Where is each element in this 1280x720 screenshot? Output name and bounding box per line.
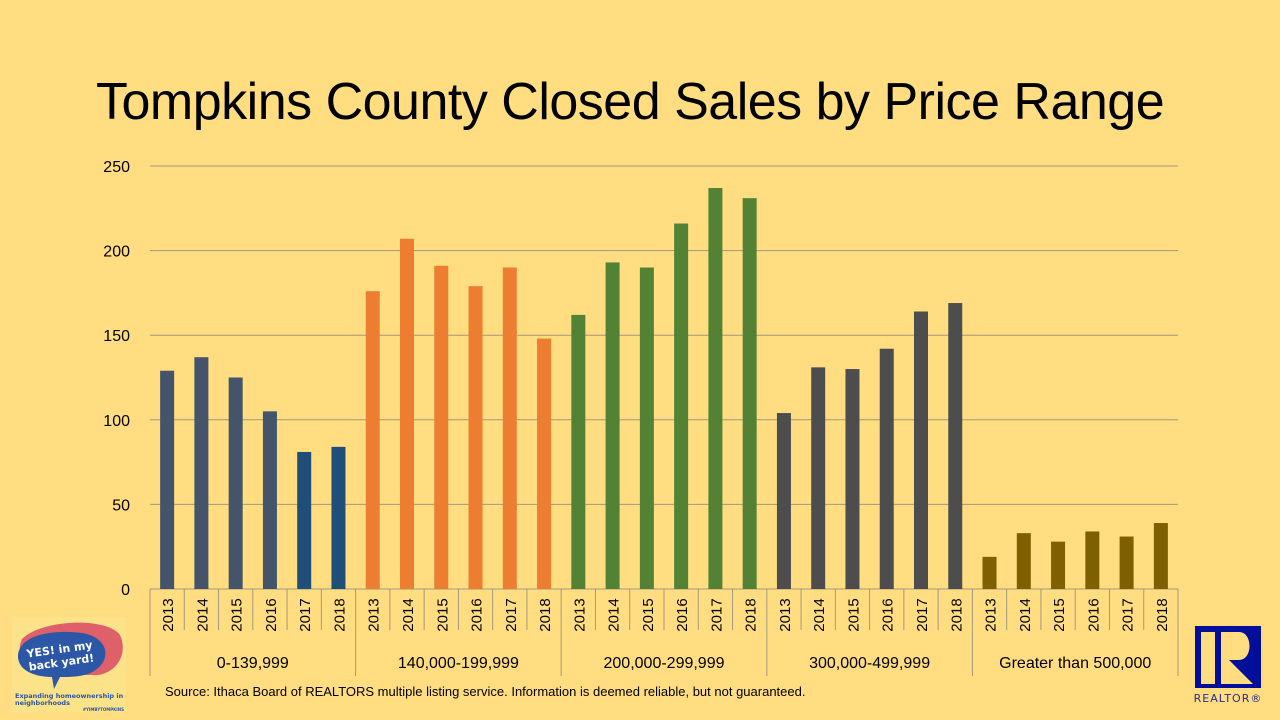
bar [845, 369, 860, 589]
x-tick-label: 2014 [194, 598, 211, 631]
x-tick-label: 2017 [297, 598, 314, 631]
y-tick-label: 150 [103, 328, 130, 345]
x-tick-label: 2013 [366, 598, 383, 631]
svg-text:REALTOR®: REALTOR® [1194, 692, 1263, 704]
bar [674, 223, 689, 589]
x-tick-label: 2017 [914, 598, 931, 631]
x-tick-label: 2016 [1085, 598, 1102, 631]
bar [1119, 536, 1134, 589]
x-tick-label: 2017 [708, 598, 725, 631]
bar [1016, 533, 1031, 589]
bar [331, 446, 346, 589]
x-tick-label: 2015 [845, 598, 862, 631]
bar [434, 265, 449, 589]
bar [1153, 523, 1168, 589]
yimby-logo: YES! in my back yard! Expanding homeowne… [12, 617, 126, 712]
x-tick-label: 2013 [160, 598, 177, 631]
chart-title: Tompkins County Closed Sales by Price Ra… [96, 73, 1165, 131]
bar [742, 198, 757, 589]
x-tick-label: 2014 [606, 598, 623, 631]
x-tick-label: 2014 [1017, 598, 1034, 631]
x-tick-label: 2015 [229, 598, 246, 631]
x-tick-label: 2016 [263, 598, 280, 631]
bar [1051, 541, 1066, 589]
svg-text:#YIMBYTOMPKINS: #YIMBYTOMPKINS [83, 707, 124, 712]
bar [194, 357, 209, 589]
x-tick-label: 2014 [811, 598, 828, 631]
group-label: 0-139,999 [217, 655, 289, 672]
bar [537, 338, 552, 589]
x-tick-label: 2016 [674, 598, 691, 631]
bar [365, 291, 380, 589]
bar [639, 267, 654, 589]
source-note: Source: Ithaca Board of REALTORS multipl… [165, 684, 806, 699]
bar [468, 286, 483, 589]
bar [160, 370, 175, 589]
x-tick-label: 2013 [571, 598, 588, 631]
bar [228, 377, 243, 589]
y-tick-label: 50 [112, 497, 130, 514]
x-tick-label: 2018 [743, 598, 760, 631]
group-label: 200,000-299,999 [604, 655, 725, 672]
x-tick-label: 2017 [1120, 598, 1137, 631]
bar [400, 238, 414, 590]
bar [879, 348, 894, 589]
bar [1085, 531, 1100, 589]
x-tick-label: 2015 [640, 598, 657, 631]
x-tick-label: 2017 [503, 598, 520, 631]
x-tick-label: 2013 [983, 598, 1000, 631]
bar [502, 267, 517, 589]
x-tick-label: 2014 [400, 598, 417, 631]
x-tick-label: 2016 [469, 598, 486, 631]
svg-text:neighborhoods: neighborhoods [15, 699, 70, 707]
group-label: 140,000-199,999 [398, 655, 519, 672]
x-tick-label: 2013 [777, 598, 794, 631]
x-tick-label: 2018 [537, 598, 554, 631]
x-tick-label: 2016 [880, 598, 897, 631]
y-tick-label: 0 [121, 582, 130, 599]
x-tick-label: 2018 [331, 598, 348, 631]
bar [297, 451, 312, 589]
bar [948, 303, 963, 589]
svg-text:Expanding homeownership in our: Expanding homeownership in our [15, 692, 126, 700]
bar [708, 187, 723, 589]
bar [776, 413, 791, 589]
x-tick-label: 2015 [434, 598, 451, 631]
realtor-logo: REALTOR® [1194, 626, 1263, 704]
bar [262, 411, 277, 589]
x-tick-label: 2018 [1154, 598, 1171, 631]
x-tick-label: 2015 [1051, 598, 1068, 631]
bar [605, 262, 620, 589]
y-tick-label: 100 [103, 413, 130, 430]
bar [982, 556, 997, 589]
group-label: Greater than 500,000 [999, 655, 1151, 672]
y-tick-label: 200 [103, 244, 130, 261]
x-tick-label: 2018 [948, 598, 965, 631]
y-tick-label: 250 [103, 159, 130, 176]
group-label: 300,000-499,999 [809, 655, 930, 672]
bar [914, 311, 928, 589]
bar [571, 314, 586, 589]
bar [811, 367, 826, 589]
